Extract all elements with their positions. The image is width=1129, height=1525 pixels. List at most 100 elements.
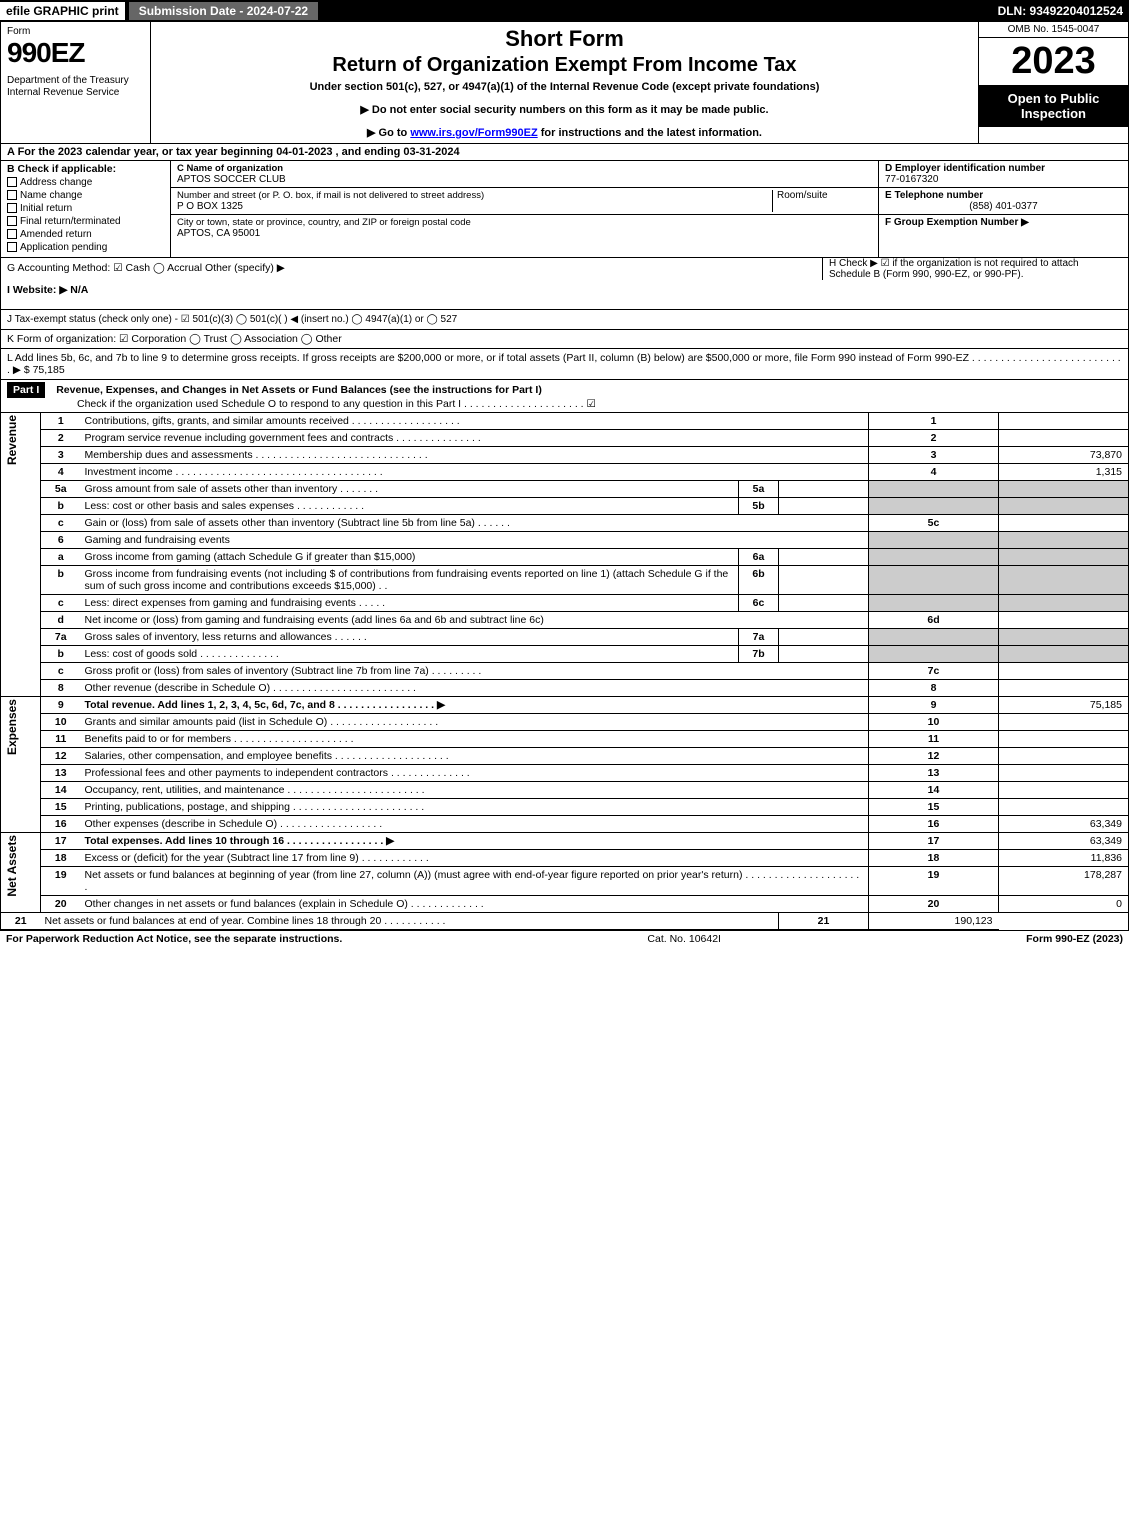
- line-desc: Gaming and fundraising events: [81, 532, 869, 549]
- line-desc: Gross income from gaming (attach Schedul…: [81, 549, 739, 566]
- line-desc: Gross income from fundraising events (no…: [81, 566, 739, 595]
- form-word: Form: [7, 26, 144, 37]
- line-row: 5aGross amount from sale of assets other…: [1, 481, 1129, 498]
- line-number: a: [41, 549, 81, 566]
- form-header: Form 990EZ Department of the Treasury In…: [0, 22, 1129, 144]
- header-right: OMB No. 1545-0047 2023 Open to Public In…: [978, 22, 1128, 143]
- line-num-col: 10: [869, 714, 999, 731]
- line-amount: 75,185: [999, 697, 1129, 714]
- line-number: 7a: [41, 629, 81, 646]
- line-row: bLess: cost of goods sold . . . . . . . …: [1, 646, 1129, 663]
- line-amount: [999, 731, 1129, 748]
- form-subtitle: Under section 501(c), 527, or 4947(a)(1)…: [161, 81, 968, 93]
- line-row: 7aGross sales of inventory, less returns…: [1, 629, 1129, 646]
- line-row: cLess: direct expenses from gaming and f…: [1, 595, 1129, 612]
- revenue-label: Revenue: [5, 415, 19, 465]
- line-desc: Occupancy, rent, utilities, and maintena…: [81, 782, 869, 799]
- line-number: 10: [41, 714, 81, 731]
- ein-value: 77-0167320: [885, 174, 1122, 185]
- line-number: c: [41, 663, 81, 680]
- line-number: 3: [41, 447, 81, 464]
- note-prefix: ▶ Go to: [367, 127, 410, 139]
- line-amount: 190,123: [869, 913, 999, 930]
- sub-line-number: 7a: [739, 629, 779, 646]
- line-row: 20Other changes in net assets or fund ba…: [1, 896, 1129, 913]
- sub-line-number: 5a: [739, 481, 779, 498]
- part1-label: Part I: [7, 382, 45, 398]
- box-b-title: B Check if applicable:: [7, 163, 164, 175]
- submission-date: Submission Date - 2024-07-22: [129, 2, 318, 20]
- chk-pending: Application pending: [7, 242, 164, 253]
- line-number: 19: [41, 867, 81, 896]
- line-amount: [999, 782, 1129, 799]
- f-label: F Group Exemption Number ▶: [885, 217, 1122, 228]
- line-desc: Gross profit or (loss) from sales of inv…: [81, 663, 869, 680]
- line-desc: Less: cost or other basis and sales expe…: [81, 498, 739, 515]
- line-desc: Printing, publications, postage, and shi…: [81, 799, 869, 816]
- line-number: 8: [41, 680, 81, 697]
- c-city-row: City or town, state or province, country…: [171, 215, 878, 241]
- line-a: A For the 2023 calendar year, or tax yea…: [0, 144, 1129, 161]
- footer-center: Cat. No. 10642I: [342, 933, 1026, 945]
- line-number: 14: [41, 782, 81, 799]
- line-row: aGross income from gaming (attach Schedu…: [1, 549, 1129, 566]
- c-street-label: Number and street (or P. O. box, if mail…: [177, 190, 772, 201]
- irs-link[interactable]: www.irs.gov/Form990EZ: [410, 127, 537, 139]
- line-num-col: 20: [869, 896, 999, 913]
- line-number: 17: [41, 833, 81, 850]
- line-num-col: 8: [869, 680, 999, 697]
- box-def: D Employer identification number 77-0167…: [878, 161, 1128, 257]
- line-number: 18: [41, 850, 81, 867]
- line-number: 16: [41, 816, 81, 833]
- line-a-text: A For the 2023 calendar year, or tax yea…: [7, 146, 460, 158]
- line-amount: 63,349: [999, 833, 1129, 850]
- line-desc: Gain or (loss) from sale of assets other…: [81, 515, 869, 532]
- line-number: 12: [41, 748, 81, 765]
- form-number: 990EZ: [7, 37, 144, 69]
- lines-table: Revenue1Contributions, gifts, grants, an…: [0, 413, 1129, 930]
- line-desc: Total revenue. Add lines 1, 2, 3, 4, 5c,…: [81, 697, 869, 714]
- line-row: Expenses9Total revenue. Add lines 1, 2, …: [1, 697, 1129, 714]
- line-row: 11Benefits paid to or for members . . . …: [1, 731, 1129, 748]
- line-number: 21: [1, 913, 41, 930]
- line-amount: [999, 799, 1129, 816]
- line-desc: Gross sales of inventory, less returns a…: [81, 629, 739, 646]
- line-row: 12Salaries, other compensation, and empl…: [1, 748, 1129, 765]
- line-row: cGross profit or (loss) from sales of in…: [1, 663, 1129, 680]
- box-j: J Tax-exempt status (check only one) - ☑…: [0, 310, 1129, 330]
- line-row: 4Investment income . . . . . . . . . . .…: [1, 464, 1129, 481]
- line-row: cGain or (loss) from sale of assets othe…: [1, 515, 1129, 532]
- line-amount: [999, 532, 1129, 549]
- page-footer: For Paperwork Reduction Act Notice, see …: [0, 930, 1129, 947]
- dept-label: Department of the Treasury Internal Reve…: [7, 75, 144, 99]
- part1-check: Check if the organization used Schedule …: [77, 398, 1122, 410]
- line-amount: [999, 646, 1129, 663]
- line-row: Net Assets17Total expenses. Add lines 10…: [1, 833, 1129, 850]
- line-amount: [999, 595, 1129, 612]
- line-num-col: 14: [869, 782, 999, 799]
- note-ssn: ▶ Do not enter social security numbers o…: [161, 103, 968, 116]
- line-amount: [999, 629, 1129, 646]
- line-number: 15: [41, 799, 81, 816]
- line-num-col: 11: [869, 731, 999, 748]
- line-row: 19Net assets or fund balances at beginni…: [1, 867, 1129, 896]
- line-row: 10Grants and similar amounts paid (list …: [1, 714, 1129, 731]
- line-row: 3Membership dues and assessments . . . .…: [1, 447, 1129, 464]
- line-row: 16Other expenses (describe in Schedule O…: [1, 816, 1129, 833]
- line-desc: Gross amount from sale of assets other t…: [81, 481, 739, 498]
- tax-year: 2023: [979, 38, 1128, 85]
- box-h: H Check ▶ ☑ if the organization is not r…: [822, 258, 1122, 280]
- form-title: Return of Organization Exempt From Incom…: [161, 54, 968, 77]
- line-number: c: [41, 515, 81, 532]
- line-number: c: [41, 595, 81, 612]
- line-amount: [999, 481, 1129, 498]
- line-num-col: 21: [779, 913, 869, 930]
- line-row: 18Excess or (deficit) for the year (Subt…: [1, 850, 1129, 867]
- note-suffix: for instructions and the latest informat…: [538, 127, 762, 139]
- line-row: bGross income from fundraising events (n…: [1, 566, 1129, 595]
- line-number: b: [41, 498, 81, 515]
- line-num-col: 13: [869, 765, 999, 782]
- line-desc: Less: direct expenses from gaming and fu…: [81, 595, 739, 612]
- line-num-col: [869, 595, 999, 612]
- line-num-col: [869, 532, 999, 549]
